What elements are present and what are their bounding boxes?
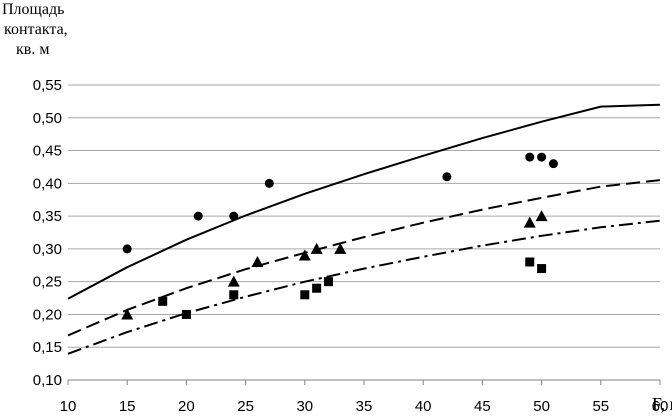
data-point-circle	[548, 159, 558, 169]
y-tick-label: 0,35	[33, 208, 62, 225]
data-point-square	[537, 264, 547, 274]
data-point-triangle	[334, 242, 347, 254]
x-tick-label: 15	[119, 398, 136, 415]
data-point-square	[300, 290, 310, 300]
data-point-square	[323, 277, 333, 287]
data-point-square	[525, 257, 535, 267]
x-tick-label: 35	[356, 398, 373, 415]
y-tick-label: 0,30	[33, 241, 62, 258]
data-point-square	[158, 296, 168, 306]
data-point-square	[229, 290, 239, 300]
data-point-triangle	[298, 249, 311, 261]
y-tick-label: 0,40	[33, 175, 62, 192]
data-point-triangle	[227, 275, 240, 287]
trend-line-solid	[67, 103, 661, 300]
y-tick-label: 0,55	[33, 77, 62, 94]
y-tick-label: 0,15	[33, 339, 62, 356]
x-tick-label: 30	[296, 398, 313, 415]
y-tick-label: 0,45	[33, 143, 62, 160]
y-axis-label-line-3: кв. м	[16, 41, 50, 58]
x-tick-label: 40	[415, 398, 432, 415]
data-point-triangle	[310, 242, 323, 254]
x-axis-label: F, кН	[652, 394, 672, 414]
data-point-square	[181, 309, 191, 319]
data-point-square	[312, 283, 322, 293]
x-tick-label: 55	[592, 398, 609, 415]
x-tick-label: 25	[237, 398, 254, 415]
x-tick-label: 50	[533, 398, 550, 415]
y-axis-label-line-1: Площадь	[2, 1, 65, 18]
data-point-circle	[442, 172, 452, 182]
data-point-circle	[193, 211, 203, 221]
data-point-circle	[264, 178, 274, 188]
y-tick-label: 0,50	[33, 110, 62, 127]
data-point-triangle	[251, 256, 264, 267]
trend-line-dashdot	[67, 219, 661, 355]
data-point-triangle	[535, 210, 548, 222]
y-tick-label: 0,20	[33, 306, 62, 323]
data-point-circle	[537, 152, 547, 162]
data-point-triangle	[121, 308, 134, 320]
x-tick-label: 20	[178, 398, 195, 415]
y-tick-label: 0,10	[33, 372, 62, 389]
data-point-triangle	[523, 216, 536, 228]
y-axis-label: Площадь контакта, кв. м	[2, 0, 68, 60]
x-tick-label: 45	[474, 398, 491, 415]
trend-line-dashed	[67, 179, 661, 337]
data-point-circle	[122, 244, 132, 254]
x-tick-label: 60	[652, 398, 669, 415]
y-axis-label-line-2: контакта,	[4, 21, 68, 38]
data-point-circle	[229, 211, 239, 221]
x-tick-label: 10	[60, 398, 77, 415]
y-tick-label: 0,25	[33, 274, 62, 291]
data-point-circle	[525, 152, 535, 162]
